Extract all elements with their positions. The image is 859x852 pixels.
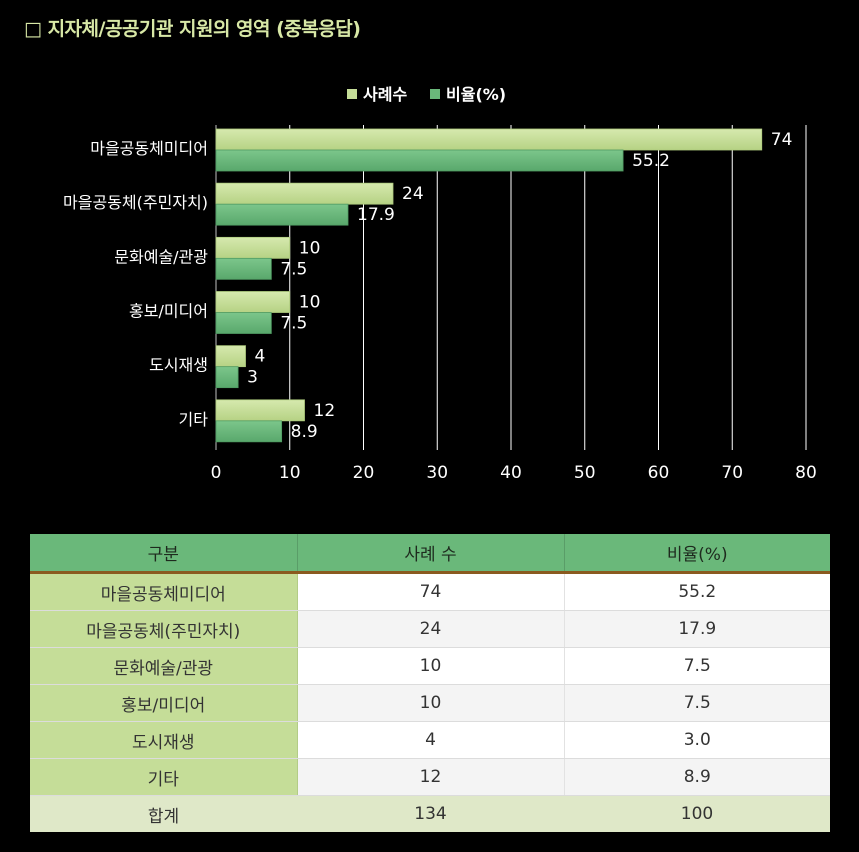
cases-cell: 74: [297, 572, 565, 611]
bar-cases: [215, 128, 763, 151]
x-tick-label: 60: [648, 463, 670, 483]
table-header-ratio: 비율(%): [564, 534, 830, 574]
data-label: 7.5: [280, 314, 307, 334]
cases-cell: 4: [297, 721, 565, 759]
x-tick-label: 20: [353, 463, 375, 483]
page-title: □ 지자체/공공기관 지원의 영역 (중복응답): [24, 18, 361, 40]
total-cases: 134: [297, 795, 564, 832]
bar-ratio: [215, 420, 283, 443]
category-label: 문화예술/관광: [114, 247, 208, 266]
legend-label: 사례수: [363, 85, 407, 104]
data-label: 24: [402, 184, 424, 204]
table-row: 도시재생 4 3.0: [30, 721, 830, 759]
row-label: 마을공동체(주민자치): [30, 610, 298, 648]
ratio-cell: 7.5: [564, 647, 830, 685]
row-label: 문화예술/관광: [30, 647, 298, 685]
total-ratio: 100: [564, 795, 830, 832]
category-label: 마을공동체(주민자치): [63, 193, 208, 212]
bar-ratio: [215, 149, 624, 172]
table-row: 마을공동체(주민자치) 24 17.9: [30, 610, 830, 648]
row-label: 기타: [30, 758, 298, 796]
ratio-cell: 17.9: [564, 610, 830, 648]
legend-swatch: [430, 89, 440, 99]
category-label: 도시재생: [149, 356, 208, 375]
cases-cell: 10: [297, 647, 565, 685]
table-header-category: 구분: [30, 534, 298, 574]
data-label: 74: [771, 130, 793, 150]
table-row: 마을공동체미디어 74 55.2: [30, 572, 830, 611]
table-row: 홍보/미디어 10 7.5: [30, 684, 830, 722]
bar-ratio: [215, 203, 349, 226]
table-row: 문화예술/관광 10 7.5: [30, 647, 830, 685]
bar-ratio: [215, 366, 239, 389]
bar-cases: [215, 291, 291, 313]
data-label: 10: [299, 238, 321, 258]
chart-legend: 사례수 비율(%): [347, 85, 506, 104]
data-label: 55.2: [632, 151, 670, 171]
chart-bars: [215, 128, 763, 443]
x-tick-label: 40: [500, 463, 522, 483]
cases-cell: 10: [297, 684, 565, 722]
bar-cases: [215, 182, 394, 205]
bar-cases: [215, 236, 291, 259]
category-label: 마을공동체미디어: [90, 139, 208, 158]
table-row: 기타 12 8.9: [30, 758, 830, 796]
data-label: 7.5: [280, 259, 307, 279]
ratio-cell: 7.5: [564, 684, 830, 722]
table-total-row: 합계 134 100: [30, 795, 830, 832]
x-tick-label: 10: [279, 463, 301, 483]
row-label: 도시재생: [30, 721, 298, 759]
bar-ratio: [215, 312, 272, 334]
category-label: 기타: [179, 410, 209, 429]
x-tick-label: 50: [574, 463, 596, 483]
row-label: 마을공동체미디어: [30, 572, 298, 611]
bar-cases: [215, 345, 246, 368]
data-label: 3: [247, 368, 258, 388]
data-label: 10: [299, 293, 321, 313]
data-label: 4: [255, 347, 266, 367]
row-label: 홍보/미디어: [30, 684, 298, 722]
bar-chart: 사례수 비율(%) 0 10 20 30 40 50 60 70 80 마을공동체미디어 74 55.2…: [63, 85, 817, 483]
category-label: 홍보/미디어: [129, 302, 208, 321]
legend-swatch: [347, 89, 357, 99]
x-tick-label: 0: [211, 463, 222, 483]
table-header-cases: 사례 수: [297, 534, 565, 574]
table-header-row: 구분 사례 수 비율(%): [30, 534, 830, 574]
x-tick-label: 70: [721, 463, 743, 483]
total-label: 합계: [30, 795, 297, 832]
ratio-cell: 3.0: [564, 721, 830, 759]
ratio-cell: 8.9: [564, 758, 830, 796]
bar-cases: [215, 399, 305, 422]
data-table: 구분 사례 수 비율(%) 마을공동체미디어 74 55.2 마을공동체(주민자…: [30, 534, 830, 832]
chart-labels: 0 10 20 30 40 50 60 70 80 마을공동체미디어 74 55.2 마을공동체(주민자…: [63, 130, 817, 483]
bar-ratio: [215, 257, 272, 280]
legend-label: 비율(%): [446, 85, 506, 104]
cases-cell: 12: [297, 758, 565, 796]
x-tick-label: 30: [426, 463, 448, 483]
data-label: 12: [314, 401, 336, 421]
cases-cell: 24: [297, 610, 565, 648]
ratio-cell: 55.2: [564, 572, 830, 611]
data-label: 8.9: [291, 422, 318, 442]
chart-grid: [215, 125, 807, 450]
x-tick-label: 80: [795, 463, 817, 483]
data-label: 17.9: [357, 205, 395, 225]
